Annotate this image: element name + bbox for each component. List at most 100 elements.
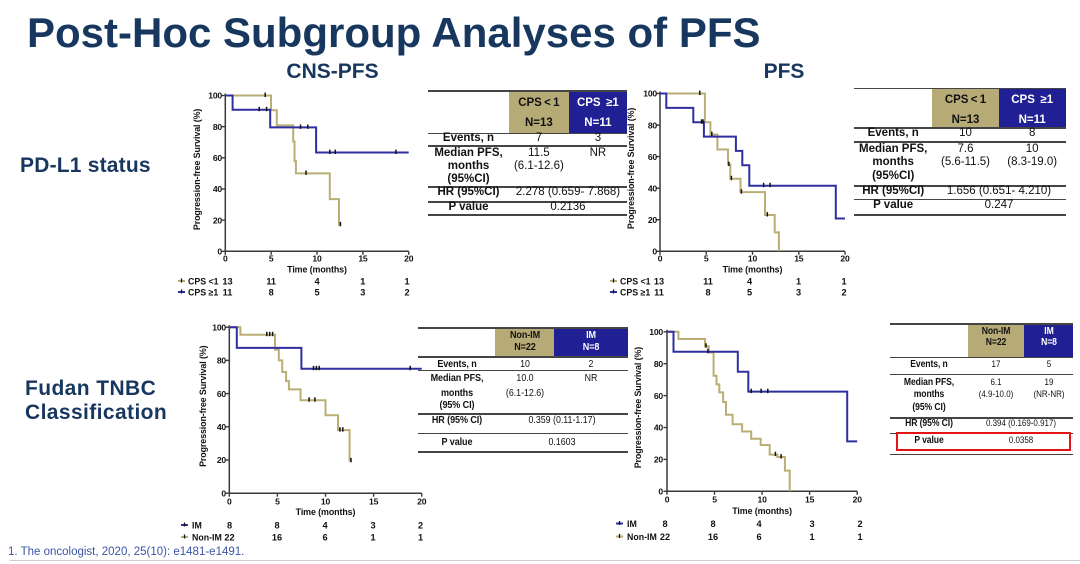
svg-text:20: 20 — [853, 495, 863, 505]
svg-text:5: 5 — [269, 254, 274, 264]
svg-text:8: 8 — [274, 521, 279, 531]
svg-text:22: 22 — [224, 533, 234, 543]
svg-text:Progression-free Survival (%): Progression-free Survival (%) — [192, 109, 202, 231]
svg-text:1: 1 — [370, 533, 375, 543]
svg-text:20: 20 — [648, 215, 658, 225]
svg-text:4: 4 — [756, 519, 762, 529]
svg-text:Progression-free Survival (%): Progression-free Survival (%) — [198, 345, 208, 467]
svg-text:4: 4 — [314, 277, 320, 287]
svg-text:1: 1 — [360, 277, 365, 287]
svg-text:40: 40 — [213, 184, 223, 194]
svg-text:1: 1 — [857, 532, 862, 542]
svg-text:Non-IM: Non-IM — [192, 533, 222, 543]
svg-text:0: 0 — [665, 495, 670, 505]
svg-text:20: 20 — [417, 497, 427, 507]
svg-text:Time (months): Time (months) — [296, 507, 356, 517]
svg-text:1: 1 — [809, 532, 814, 542]
svg-text:100: 100 — [212, 322, 226, 332]
svg-text:CPS ≥1: CPS ≥1 — [620, 288, 650, 298]
svg-text:5: 5 — [712, 495, 717, 505]
svg-text:16: 16 — [708, 532, 718, 542]
svg-text:20: 20 — [654, 455, 664, 465]
svg-text:8: 8 — [710, 519, 715, 529]
svg-text:11: 11 — [703, 277, 713, 287]
svg-text:10: 10 — [312, 254, 322, 264]
svg-text:40: 40 — [654, 423, 664, 433]
svg-text:1: 1 — [418, 533, 423, 543]
svg-text:2: 2 — [418, 521, 423, 531]
svg-text:CPS <1: CPS <1 — [620, 277, 651, 287]
svg-text:80: 80 — [213, 122, 223, 132]
svg-text:80: 80 — [648, 120, 658, 130]
svg-text:15: 15 — [369, 497, 379, 507]
svg-text:100: 100 — [643, 89, 657, 99]
svg-text:3: 3 — [796, 288, 801, 298]
svg-text:5: 5 — [747, 288, 752, 298]
svg-text:11: 11 — [266, 277, 276, 287]
svg-text:0: 0 — [652, 247, 657, 257]
svg-text:8: 8 — [705, 288, 710, 298]
svg-text:13: 13 — [654, 277, 664, 287]
svg-text:22: 22 — [660, 532, 670, 542]
svg-text:11: 11 — [654, 288, 664, 298]
svg-text:8: 8 — [227, 521, 232, 531]
svg-text:8: 8 — [269, 288, 274, 298]
svg-text:15: 15 — [805, 495, 815, 505]
svg-text:1: 1 — [404, 277, 409, 287]
svg-text:20: 20 — [217, 455, 227, 465]
svg-text:0: 0 — [227, 497, 232, 507]
svg-text:5: 5 — [275, 497, 280, 507]
svg-text:5: 5 — [704, 254, 709, 264]
svg-text:20: 20 — [840, 254, 850, 264]
svg-text:IM: IM — [192, 521, 202, 531]
svg-text:2: 2 — [857, 519, 862, 529]
svg-text:Time (months): Time (months) — [287, 265, 347, 275]
svg-text:4: 4 — [747, 277, 753, 287]
svg-text:3: 3 — [370, 521, 375, 531]
svg-text:10: 10 — [748, 254, 758, 264]
svg-text:15: 15 — [794, 254, 804, 264]
svg-text:15: 15 — [358, 254, 368, 264]
svg-text:80: 80 — [217, 356, 227, 366]
svg-text:Progression-free Survival (%): Progression-free Survival (%) — [633, 347, 643, 469]
svg-text:100: 100 — [208, 91, 222, 101]
svg-text:0: 0 — [658, 487, 663, 497]
svg-text:2: 2 — [404, 288, 409, 298]
svg-text:80: 80 — [654, 359, 664, 369]
svg-text:8: 8 — [662, 519, 667, 529]
svg-text:40: 40 — [217, 422, 227, 432]
svg-text:IM: IM — [627, 519, 637, 529]
svg-text:11: 11 — [223, 288, 233, 298]
svg-text:10: 10 — [321, 497, 331, 507]
svg-text:20: 20 — [404, 254, 414, 264]
svg-text:60: 60 — [213, 153, 223, 163]
svg-text:1: 1 — [841, 277, 846, 287]
svg-text:Progression-free Survival (%): Progression-free Survival (%) — [626, 108, 636, 230]
svg-text:3: 3 — [809, 519, 814, 529]
svg-text:40: 40 — [648, 183, 658, 193]
svg-text:Non-IM: Non-IM — [627, 532, 657, 542]
svg-text:0: 0 — [221, 488, 226, 498]
svg-text:16: 16 — [272, 533, 282, 543]
svg-text:0: 0 — [223, 254, 228, 264]
svg-text:3: 3 — [360, 288, 365, 298]
svg-text:20: 20 — [213, 215, 223, 225]
svg-text:60: 60 — [217, 389, 227, 399]
svg-text:13: 13 — [222, 277, 232, 287]
svg-text:Time (months): Time (months) — [723, 265, 783, 275]
svg-text:10: 10 — [758, 495, 768, 505]
svg-text:6: 6 — [756, 532, 761, 542]
svg-text:CPS <1: CPS <1 — [188, 277, 219, 287]
svg-text:Time (months): Time (months) — [732, 506, 792, 516]
svg-text:5: 5 — [314, 288, 319, 298]
svg-text:4: 4 — [322, 521, 328, 531]
svg-text:CPS ≥1: CPS ≥1 — [188, 288, 218, 298]
svg-text:2: 2 — [841, 288, 846, 298]
svg-text:0: 0 — [217, 247, 222, 257]
svg-text:60: 60 — [648, 152, 658, 162]
svg-text:100: 100 — [649, 327, 663, 337]
svg-text:1: 1 — [796, 277, 801, 287]
svg-text:60: 60 — [654, 391, 664, 401]
svg-text:0: 0 — [658, 254, 663, 264]
svg-text:6: 6 — [322, 533, 327, 543]
